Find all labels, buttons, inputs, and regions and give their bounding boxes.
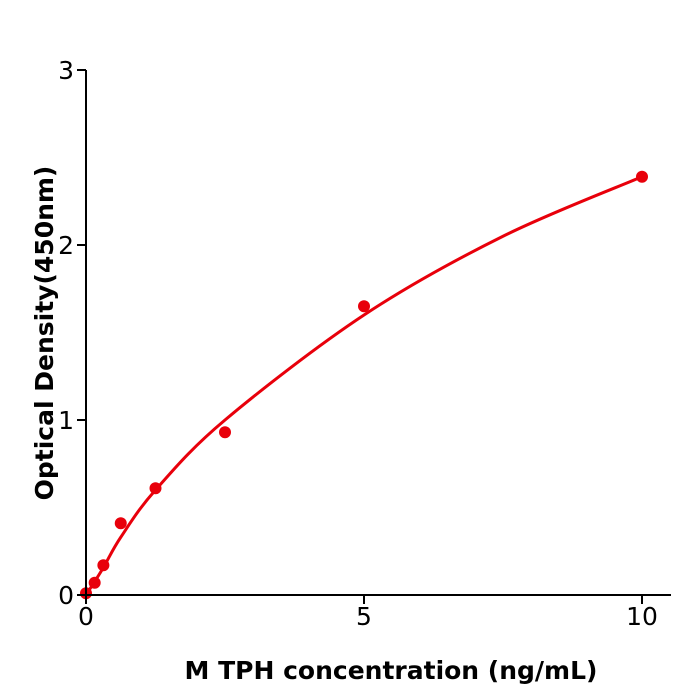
x-tick-label: 0 xyxy=(78,602,94,631)
y-tick-label: 1 xyxy=(58,406,74,435)
y-tick-label: 0 xyxy=(58,581,74,610)
data-point xyxy=(358,300,370,313)
data-point xyxy=(636,170,648,183)
data-point xyxy=(114,517,127,530)
x-axis-label: M TPH concentration (ng/mL) xyxy=(185,656,598,685)
fit-curve xyxy=(84,175,643,596)
y-axis-label: Optical Density(450nm) xyxy=(30,166,59,501)
y-tick-label: 2 xyxy=(58,231,74,260)
data-point xyxy=(88,576,101,589)
data-point xyxy=(219,426,231,439)
x-tick-label: 10 xyxy=(626,602,658,631)
data-point xyxy=(97,559,110,572)
x-tick-label: 5 xyxy=(356,602,372,631)
data-point xyxy=(149,482,162,495)
y-tick-label: 3 xyxy=(58,56,74,85)
